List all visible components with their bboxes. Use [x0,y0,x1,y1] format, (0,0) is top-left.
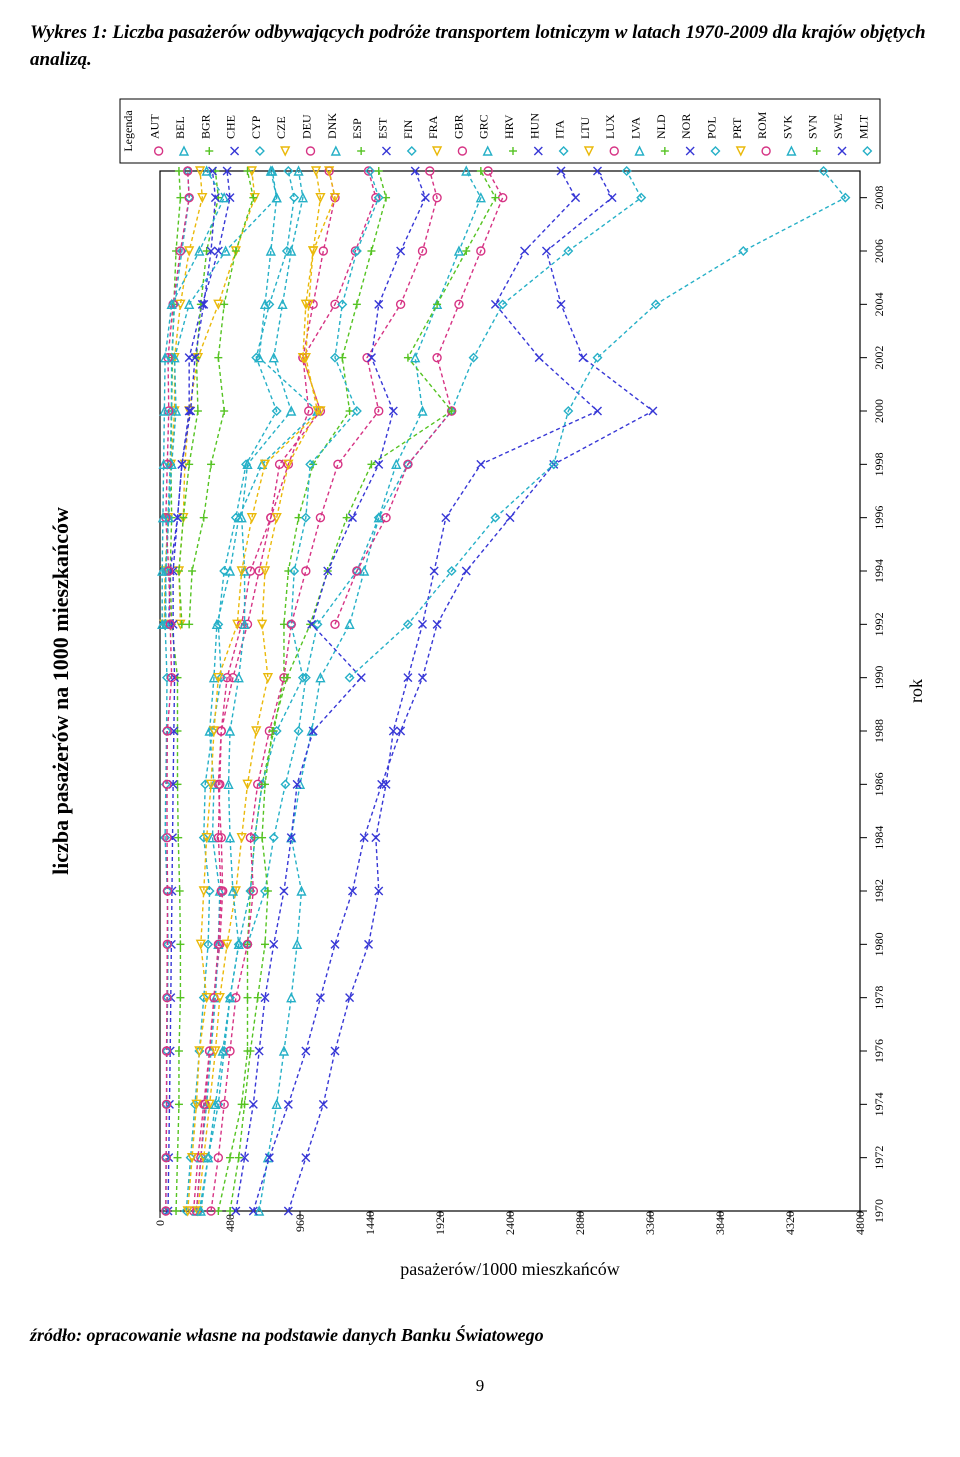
svg-text:CYP: CYP [249,116,263,140]
svg-text:SVK: SVK [780,115,794,139]
svg-text:1988: 1988 [872,719,886,743]
svg-text:SVN: SVN [806,115,820,139]
svg-text:Legenda: Legenda [121,110,135,152]
svg-text:0: 0 [153,1220,167,1226]
svg-text:480: 480 [223,1214,237,1232]
svg-text:960: 960 [293,1214,307,1232]
svg-text:1996: 1996 [872,506,886,530]
svg-text:2400: 2400 [503,1211,517,1235]
svg-text:BGR: BGR [198,115,212,140]
svg-text:1974: 1974 [872,1093,886,1117]
svg-text:POL: POL [704,117,718,140]
svg-text:pasażerów/1000 mieszkańców: pasażerów/1000 mieszkańców [400,1259,619,1279]
svg-text:EST: EST [375,117,389,139]
svg-text:HUN: HUN [527,113,541,139]
svg-text:BEL: BEL [173,117,187,140]
svg-text:1998: 1998 [872,453,886,477]
svg-text:HRV: HRV [502,114,516,139]
svg-text:LVA: LVA [629,117,643,139]
svg-text:4800: 4800 [853,1211,867,1235]
svg-text:2880: 2880 [573,1211,587,1235]
svg-text:FRA: FRA [426,116,440,140]
svg-text:2002: 2002 [872,346,886,370]
svg-text:liczba pasażerów na 1000 miesz: liczba pasażerów na 1000 mieszkańców [48,507,73,875]
svg-text:1440: 1440 [363,1211,377,1235]
svg-text:1992: 1992 [872,613,886,637]
svg-text:LTU: LTU [578,117,592,140]
svg-text:1920: 1920 [433,1211,447,1235]
svg-text:3840: 3840 [713,1211,727,1235]
svg-text:1982: 1982 [872,879,886,903]
source-text: źródło: opracowanie własne na podstawie … [30,1325,930,1346]
svg-text:1980: 1980 [872,933,886,957]
caption-text: Liczba pasażerów odbywających podróże tr… [30,22,926,70]
page: Wykres 1: Liczba pasażerów odbywających … [0,0,960,1457]
svg-text:1978: 1978 [872,986,886,1010]
svg-text:CZE: CZE [274,117,288,140]
svg-text:2006: 2006 [872,239,886,263]
svg-text:AUT: AUT [148,114,162,139]
svg-text:ITA: ITA [553,120,567,139]
svg-text:GBR: GBR [451,115,465,140]
svg-text:FIN: FIN [401,120,415,140]
svg-text:SWE: SWE [831,114,845,139]
chart-container: liczba pasażerów na 1000 mieszkańców 0 480… [40,91,930,1301]
svg-text:ESP: ESP [350,118,364,139]
svg-text:ROM: ROM [755,112,769,140]
svg-text:1990: 1990 [872,666,886,690]
page-number: 9 [30,1376,930,1396]
svg-text:1984: 1984 [872,826,886,850]
svg-text:1972: 1972 [872,1146,886,1170]
svg-text:NOR: NOR [679,114,693,139]
svg-text:3360: 3360 [643,1211,657,1235]
svg-text:NLD: NLD [654,114,668,139]
svg-text:4320: 4320 [783,1211,797,1235]
svg-text:1976: 1976 [872,1039,886,1063]
svg-text:LUX: LUX [603,114,617,139]
svg-text:rok: rok [906,679,926,703]
svg-text:2008: 2008 [872,186,886,210]
svg-text:CHE: CHE [224,115,238,139]
chart-svg: liczba pasażerów na 1000 mieszkańców 0 480… [40,91,940,1301]
svg-text:1970: 1970 [872,1199,886,1223]
svg-text:2000: 2000 [872,399,886,423]
svg-text:PRT: PRT [730,117,744,139]
svg-text:DNK: DNK [325,113,339,139]
svg-text:1994: 1994 [872,559,886,583]
figure-caption: Wykres 1: Liczba pasażerów odbywających … [30,20,930,73]
caption-prefix: Wykres 1: [30,22,112,43]
svg-text:2004: 2004 [872,293,886,317]
svg-text:DEU: DEU [300,114,314,139]
svg-text:1986: 1986 [872,773,886,797]
svg-text:GRC: GRC [477,115,491,140]
svg-text:MLT: MLT [856,114,870,139]
